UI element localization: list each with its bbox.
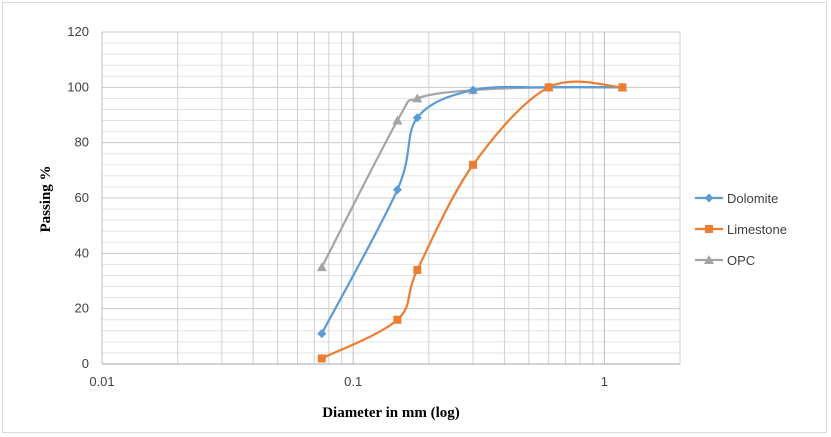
y-tick-label: 20 <box>75 301 89 316</box>
data-point-dolomite <box>412 113 422 123</box>
data-point-limestone <box>544 83 553 92</box>
legend-marker-limestone <box>705 225 713 233</box>
y-tick-label: 40 <box>75 245 89 260</box>
series-line-opc <box>320 86 623 268</box>
x-tick-label: 0.1 <box>344 374 362 389</box>
data-point-opc <box>392 115 403 125</box>
data-point-opc <box>412 93 423 103</box>
data-point-dolomite <box>468 85 478 95</box>
y-tick-label: 80 <box>75 135 89 150</box>
data-point-limestone <box>393 315 402 324</box>
data-point-opc <box>316 262 327 272</box>
chart-frame <box>2 2 827 433</box>
legend-label-dolomite: Dolomite <box>727 191 778 206</box>
legend-label-opc: OPC <box>727 253 755 268</box>
data-point-limestone <box>469 160 478 169</box>
series-line-dolomite <box>320 85 623 335</box>
x-tick-labels: 0.01 0.1 1 <box>89 374 608 389</box>
y-tick-label: 0 <box>82 356 89 371</box>
legend-marker-dolomite <box>704 193 714 203</box>
legend: Dolomite Limestone OPC <box>695 191 787 268</box>
data-point-limestone <box>618 83 627 92</box>
data-point-dolomite <box>317 329 327 339</box>
x-axis-title: Diameter in mm (log) <box>322 405 460 421</box>
legend-label-limestone: Limestone <box>727 222 787 237</box>
y-axis-title: Passing % <box>38 165 54 232</box>
grid <box>101 31 681 365</box>
y-tick-label: 120 <box>67 24 89 39</box>
data-point-limestone <box>413 265 422 274</box>
y-tick-labels: 0 20 40 60 80 100 120 <box>67 24 89 371</box>
series-markers <box>316 82 628 363</box>
x-tick-label: 1 <box>601 374 608 389</box>
y-tick-label: 60 <box>75 190 89 205</box>
legend-marker-opc <box>704 255 714 264</box>
data-point-dolomite <box>392 185 402 195</box>
data-point-limestone <box>317 354 326 363</box>
y-tick-label: 100 <box>67 79 89 94</box>
x-tick-label: 0.01 <box>89 374 114 389</box>
